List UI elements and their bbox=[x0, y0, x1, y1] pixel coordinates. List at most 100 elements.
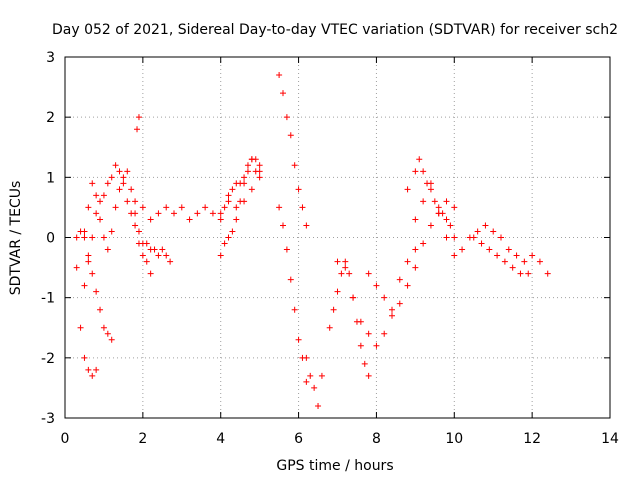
data-point bbox=[89, 180, 96, 187]
data-point bbox=[431, 198, 438, 205]
data-point bbox=[381, 294, 388, 301]
data-point bbox=[544, 270, 551, 277]
data-point bbox=[147, 270, 154, 277]
data-point bbox=[427, 186, 434, 193]
data-point bbox=[420, 240, 427, 247]
data-point bbox=[280, 222, 286, 229]
data-point bbox=[330, 306, 337, 313]
data-point bbox=[342, 264, 349, 271]
data-point bbox=[501, 258, 508, 265]
data-point bbox=[108, 336, 115, 343]
series-track-i bbox=[276, 72, 310, 229]
data-point bbox=[93, 192, 100, 199]
data-point bbox=[291, 306, 298, 313]
data-point bbox=[420, 198, 427, 205]
series-track-a bbox=[73, 264, 100, 379]
data-point bbox=[135, 228, 142, 235]
data-point bbox=[365, 330, 372, 337]
data-point bbox=[248, 186, 255, 193]
data-point bbox=[346, 270, 353, 277]
data-point bbox=[209, 210, 216, 217]
data-point bbox=[155, 210, 162, 217]
data-point bbox=[163, 252, 170, 259]
series-track-e bbox=[135, 228, 174, 265]
data-point bbox=[241, 174, 248, 181]
data-point bbox=[295, 336, 302, 343]
y-tick-label: -1 bbox=[41, 291, 55, 307]
data-point bbox=[525, 270, 532, 277]
data-point bbox=[373, 282, 380, 289]
data-points bbox=[73, 72, 551, 409]
data-point bbox=[459, 246, 466, 253]
series-track-p bbox=[412, 180, 551, 277]
data-point bbox=[498, 234, 504, 241]
series-track-k bbox=[303, 354, 325, 409]
data-point bbox=[81, 228, 88, 235]
series-track-m bbox=[334, 246, 419, 349]
data-point bbox=[186, 216, 193, 223]
data-point bbox=[276, 204, 283, 211]
series-track-j bbox=[276, 204, 310, 385]
data-point bbox=[291, 162, 298, 169]
data-point bbox=[280, 90, 286, 97]
data-point bbox=[381, 330, 388, 337]
data-point bbox=[233, 204, 240, 211]
data-point bbox=[108, 174, 115, 181]
data-point bbox=[229, 186, 236, 193]
data-point bbox=[474, 228, 481, 235]
data-point bbox=[443, 216, 450, 223]
data-point bbox=[283, 114, 290, 121]
data-point bbox=[447, 222, 454, 229]
data-point bbox=[225, 234, 232, 241]
y-tick-label: -2 bbox=[41, 351, 55, 367]
series-track-f bbox=[132, 174, 263, 223]
data-point bbox=[151, 246, 158, 253]
data-point bbox=[135, 114, 142, 121]
data-point bbox=[529, 252, 536, 259]
data-point bbox=[451, 204, 458, 211]
data-point bbox=[217, 216, 224, 223]
data-point bbox=[365, 372, 372, 379]
data-point bbox=[396, 300, 403, 307]
data-point bbox=[139, 204, 146, 211]
data-point bbox=[427, 180, 434, 187]
data-point bbox=[104, 180, 111, 187]
series-track-d bbox=[81, 180, 154, 277]
data-point bbox=[404, 258, 411, 265]
data-point bbox=[108, 228, 115, 235]
data-point bbox=[143, 258, 150, 265]
data-point bbox=[104, 330, 111, 337]
data-point bbox=[404, 282, 411, 289]
data-point bbox=[244, 162, 251, 169]
data-point bbox=[97, 306, 104, 313]
data-point bbox=[221, 204, 228, 211]
data-point bbox=[299, 204, 306, 211]
data-point bbox=[303, 378, 310, 385]
x-tick-label: 2 bbox=[138, 431, 147, 447]
y-tick-label: 1 bbox=[46, 170, 55, 186]
data-point bbox=[536, 258, 543, 265]
data-point bbox=[221, 240, 228, 247]
series-track-h bbox=[217, 156, 263, 223]
data-point bbox=[517, 270, 524, 277]
data-point bbox=[225, 192, 232, 199]
data-point bbox=[334, 288, 341, 295]
data-point bbox=[73, 264, 80, 271]
data-point bbox=[217, 210, 224, 217]
data-point bbox=[470, 234, 477, 241]
data-point bbox=[225, 198, 232, 205]
data-point bbox=[451, 234, 458, 241]
data-point bbox=[124, 198, 131, 205]
data-point bbox=[389, 312, 395, 319]
data-point bbox=[112, 204, 119, 211]
data-point bbox=[276, 72, 283, 79]
data-point bbox=[303, 354, 310, 361]
data-point bbox=[93, 288, 100, 295]
x-tick-label: 10 bbox=[445, 431, 463, 447]
data-point bbox=[124, 168, 131, 175]
data-point bbox=[427, 222, 434, 229]
data-point bbox=[404, 186, 411, 193]
data-point bbox=[416, 156, 423, 163]
data-point bbox=[229, 228, 236, 235]
